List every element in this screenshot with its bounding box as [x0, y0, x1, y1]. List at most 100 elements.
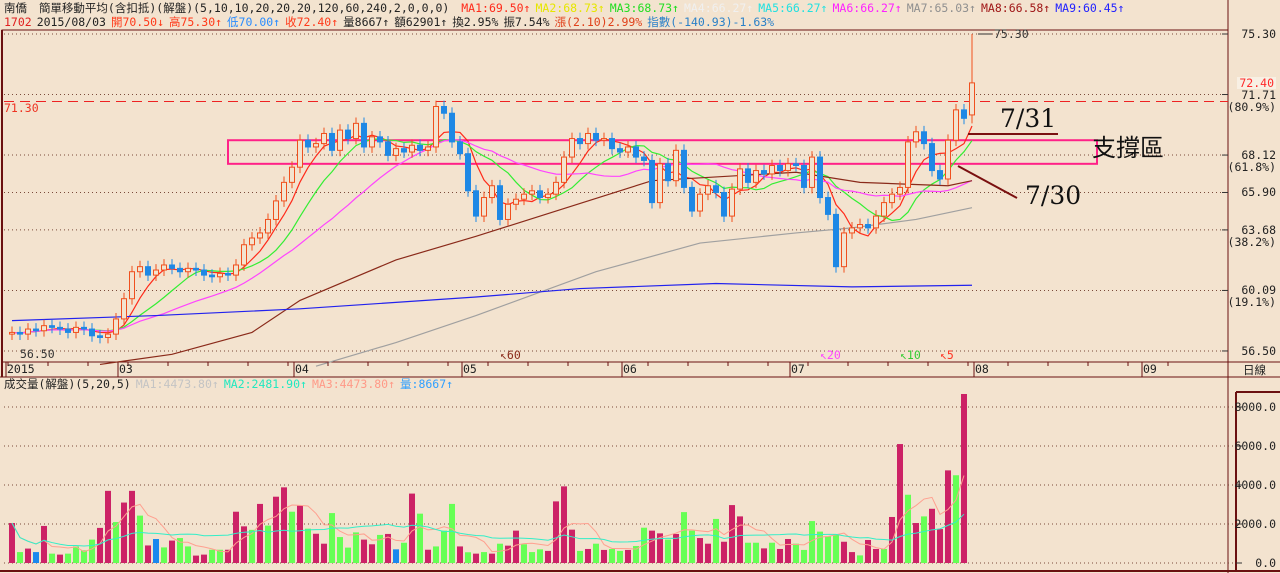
date-tick-label: 2015: [7, 362, 35, 376]
candle-down: [665, 163, 671, 182]
volume-bar: [137, 515, 143, 563]
candle-down: [305, 139, 311, 148]
date-tick-label: 03: [119, 362, 133, 376]
volume-bar: [753, 542, 759, 563]
candle-down: [81, 326, 87, 330]
candle-down: [777, 165, 783, 172]
volume-bar: [761, 548, 767, 563]
quote-field: 指數(-140.93)-1.63%: [647, 15, 775, 29]
volume-bar: [897, 444, 903, 563]
volume-bar: [609, 548, 615, 563]
ma-line-ma240: [11, 282, 973, 322]
volume-bar: [665, 539, 671, 563]
period-label[interactable]: 日線: [1243, 363, 1266, 377]
candle-down: [97, 335, 103, 338]
candle-up: [521, 193, 527, 200]
volume-bar: [169, 540, 175, 563]
candle-down: [345, 129, 351, 140]
candle-down: [449, 112, 455, 143]
candle-down: [721, 191, 727, 217]
volume-bar: [873, 548, 879, 563]
volume-bar: [593, 543, 599, 563]
volume-bar: [17, 552, 23, 563]
volume-bar: [825, 536, 831, 563]
moving-average-lines: [11, 125, 973, 367]
candle-down: [441, 105, 447, 114]
volume-bar: [313, 533, 319, 563]
price-tick-label: 65.90: [1241, 185, 1276, 200]
candle-up: [425, 146, 431, 151]
candle-down: [49, 325, 55, 328]
candle-up: [945, 139, 951, 180]
volume-bar: [217, 549, 223, 563]
volume-header-field: 成交量(解盤)(5,20,5): [4, 377, 131, 391]
ma-tag: ↖5: [940, 348, 954, 362]
candle-down: [385, 141, 391, 156]
candle-down: [865, 224, 871, 229]
candle-down: [329, 132, 335, 151]
volume-bar: [113, 522, 119, 563]
candle-up: [409, 144, 415, 153]
indicator-header: 南僑 簡單移動平均(含扣抵)(解盤)(5,10,10,20,20,20,120,…: [4, 1, 1135, 15]
volume-bar: [281, 487, 287, 563]
candlesticks: [9, 34, 975, 344]
volume-bar: [121, 502, 127, 563]
price-tick-label: 56.50: [1241, 343, 1276, 358]
volume-bar: [433, 546, 439, 563]
candle-up: [241, 244, 247, 266]
candle-up: [673, 149, 679, 182]
candle-down: [33, 328, 39, 332]
volume-bar: [905, 494, 911, 563]
volume-tick-label: 6000.0: [1234, 439, 1276, 453]
volume-header-field: 量:8667↑: [400, 377, 454, 391]
volume-bar: [369, 544, 375, 563]
candle-down: [649, 159, 655, 204]
volume-bar: [377, 534, 383, 563]
candle-up: [753, 170, 759, 183]
volume-bar: [33, 552, 39, 563]
candle-up: [393, 148, 399, 156]
stock-name: 南僑: [4, 1, 27, 15]
volume-bar: [657, 533, 663, 563]
volume-bar: [65, 553, 71, 563]
volume-bar: [177, 538, 183, 563]
ma-line-ma120: [315, 207, 973, 367]
volume-bar: [465, 552, 471, 563]
date-annotation-7-30: 7/30: [1025, 181, 1082, 210]
candle-down: [465, 153, 471, 192]
volume-bar: [913, 523, 919, 563]
volume-bar: [777, 548, 783, 563]
quote-field: 低70.00↑: [227, 15, 281, 29]
date-tick-label: 08: [975, 362, 989, 376]
quote-header: 1702 2015/08/03 開70.50↓ 高75.30↑ 低70.00↑ 收72.4…: [4, 15, 779, 29]
volume-bar: [793, 543, 799, 563]
candle-down: [641, 156, 647, 161]
volume-header-field: MA3:4473.80↑: [311, 377, 396, 391]
candle-down: [817, 156, 823, 199]
volume-bar: [529, 552, 535, 563]
candle-down: [201, 269, 207, 276]
volume-bar: [513, 530, 519, 563]
volume-bar: [857, 555, 863, 563]
candle-up: [289, 166, 295, 183]
volume-bar: [289, 511, 295, 563]
volume-bar: [401, 542, 407, 563]
volume-bar: [73, 546, 79, 563]
volume-bar: [321, 543, 327, 563]
candle-up: [505, 203, 511, 220]
volume-bar: [425, 549, 431, 563]
volume-bar: [633, 546, 639, 563]
candle-up: [105, 333, 111, 338]
ma-label: MA5:66.27↑: [758, 1, 828, 15]
candle-down: [145, 266, 151, 276]
candle-down: [169, 264, 175, 269]
candle-up: [353, 122, 359, 140]
candle-up: [153, 269, 159, 276]
candle-down: [457, 141, 463, 155]
candle-up: [337, 129, 343, 151]
price-tick-label: 60.09: [1241, 283, 1276, 298]
volume-bar: [225, 549, 231, 563]
quote-field: 2015/08/03: [36, 15, 106, 29]
candle-up: [297, 139, 303, 168]
date-tick-label: 07: [791, 362, 805, 376]
